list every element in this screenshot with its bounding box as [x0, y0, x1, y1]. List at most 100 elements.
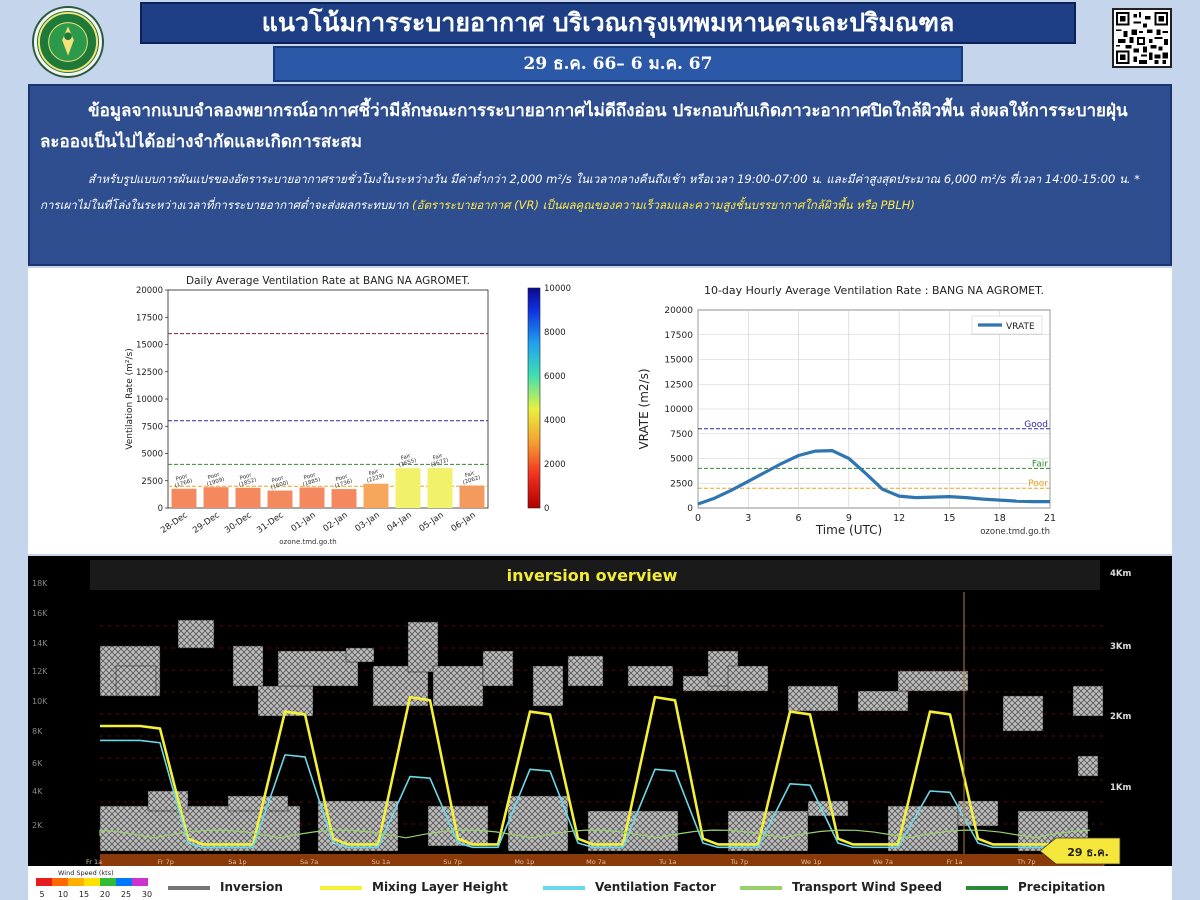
line-chart-ytick-label-7: 17500	[664, 331, 693, 341]
bar-chart-xtick-label-6: 03-Jan	[353, 510, 381, 534]
mixing-layer-height-line	[100, 695, 1094, 846]
bar-chart-ytick-label-1: 2500	[141, 477, 163, 487]
bar-data-label-0: Poor(1766)	[172, 472, 193, 489]
qr-code-icon[interactable]	[1112, 8, 1172, 68]
bar-data-label-4: Poor(1885)	[300, 471, 321, 488]
bar-data-label-3: Poor(1600)	[268, 474, 289, 491]
inversion-km-label-0: 1Km	[1110, 783, 1132, 793]
inversion-block-31	[807, 800, 849, 817]
bar-06-Jan	[459, 485, 485, 508]
inversion-block-6	[345, 647, 375, 663]
bar-chart-colorbar	[527, 287, 541, 509]
inversion-block-18	[857, 690, 909, 712]
bar-chart-ytick-label-6: 15000	[136, 341, 163, 351]
page-title: แนวโน้มการระบายอากาศ บริเวณกรุงเทพมหานคร…	[140, 2, 1076, 44]
bar-chart-ytick-label-5: 12500	[136, 368, 163, 378]
line-chart-ref-label-0: Good	[1024, 420, 1048, 430]
inversion-block-25	[227, 795, 289, 812]
line-chart-xtick-label-4: 12	[893, 513, 905, 524]
line-chart-legend-box	[971, 315, 1043, 335]
inversion-ytick-2: 6K	[32, 759, 43, 768]
inversion-time-label-11: Sa 7a	[300, 858, 318, 866]
inversion-time-label-10: Su 1a	[372, 858, 390, 866]
inversion-block-28	[507, 795, 569, 852]
department-logo	[34, 8, 102, 76]
line-chart-title: 10-day Hourly Average Ventilation Rate :…	[704, 284, 1044, 297]
bar-data-label-8: Fair(3672)	[428, 452, 449, 469]
legend-label-4: Precipitation	[1018, 880, 1105, 894]
legend-label-0: Inversion	[220, 880, 283, 894]
bar-chart-ytick-label-4: 10000	[136, 395, 163, 405]
bar-chart-ytick-label-8: 20000	[136, 286, 163, 296]
line-chart-ylabel: VRATE (m2/s)	[637, 368, 651, 449]
wind-speed-value-5: 30	[142, 890, 152, 899]
line-chart-xtick-label-7: 21	[1044, 513, 1056, 524]
bar-chart-source: ozone.tmd.go.th	[279, 538, 336, 546]
inversion-block-2	[177, 619, 215, 649]
bar-data-label-5: Poor(1736)	[332, 473, 353, 490]
bar-chart-xtick-label-8: 05-Jan	[417, 510, 445, 534]
colorbar-tick-label-1: 2000	[544, 460, 566, 470]
inversion-block-8	[407, 621, 439, 673]
inversion-block-24	[147, 790, 189, 812]
line-chart-xtick-label-3: 9	[846, 513, 852, 524]
inversion-ytick-1: 4K	[32, 787, 43, 796]
inversion-time-label-9: Su 7p	[443, 858, 462, 866]
summary-detail-text: สำหรับรูปแบบการผันแปรของอัตราระบายอากาศร…	[40, 166, 1160, 218]
bar-chart-ytick-label-3: 7500	[141, 422, 163, 432]
inversion-km-label-2: 3Km	[1110, 642, 1132, 652]
line-chart-source: ozone.tmd.go.th	[980, 527, 1050, 537]
legend-label-1: Mixing Layer Height	[372, 880, 508, 894]
inversion-title: inversion overview	[507, 566, 678, 585]
bar-chart-xtick-label-4: 01-Jan	[289, 510, 317, 534]
bar-31-Dec	[267, 490, 293, 508]
inversion-ytick-6: 14K	[32, 639, 48, 648]
wind-speed-swatch-1	[52, 878, 68, 886]
bar-03-Jan	[363, 483, 389, 508]
line-chart-ytick-label-0: 0	[687, 504, 693, 514]
line-chart-ytick-label-5: 12500	[664, 380, 693, 390]
colorbar-tick-label-3: 6000	[544, 372, 566, 382]
inversion-block-20	[1002, 695, 1044, 732]
colorbar-tick-label-0: 0	[544, 504, 549, 514]
wind-speed-value-0: 5	[39, 890, 44, 899]
bar-data-label-6: Fair(2229)	[364, 467, 385, 484]
wind-speed-legend-title: Wind Speed (kts)	[58, 869, 114, 877]
summary-panel: ข้อมูลจากแบบจำลองพยากรณ์อากาศชี้ว่ามีลัก…	[28, 84, 1172, 266]
inversion-time-label-7: Mo 7a	[586, 858, 606, 866]
inversion-block-5	[277, 650, 359, 687]
inversion-block-21	[1072, 685, 1104, 717]
wind-speed-swatch-5	[116, 878, 132, 886]
bar-chart-xtick-label-5: 02-Jan	[321, 510, 349, 534]
inversion-block-12	[567, 655, 604, 687]
inversion-time-label-12: Sa 1p	[228, 858, 246, 866]
inversion-title-band	[90, 560, 1100, 590]
bar-chart-ylabel: Ventilation Rate (m²/s)	[125, 348, 135, 449]
inversion-block-22	[1077, 755, 1099, 777]
inversion-km-label-1: 2Km	[1110, 712, 1132, 722]
inversion-time-label-2: Fr 1a	[947, 858, 963, 866]
line-chart-xtick-label-2: 6	[796, 513, 802, 524]
inversion-time-label-4: We 1p	[801, 858, 821, 866]
bar-data-label-1: Poor(1909)	[204, 471, 225, 488]
inversion-time-label-5: Tu 7p	[730, 858, 748, 866]
bar-chart-xtick-label-0: 28-Dec	[159, 510, 190, 536]
inversion-time-label-3: We 7a	[873, 858, 893, 866]
line-chart-xtick-label-6: 18	[994, 513, 1006, 524]
line-chart-xtick-label-1: 3	[745, 513, 751, 524]
line-chart-ytick-label-4: 10000	[664, 405, 693, 415]
bar-data-label-9: Fair(2062)	[460, 469, 481, 486]
legend-label-2: Ventilation Factor	[595, 880, 716, 894]
line-chart-ytick-label-6: 15000	[664, 356, 693, 366]
line-chart-ytick-label-8: 20000	[664, 306, 693, 316]
inversion-block-3	[232, 645, 264, 687]
inversion-block-10	[482, 650, 514, 687]
inversion-time-label-6: Tu 1a	[658, 858, 676, 866]
inversion-ytick-8: 18K	[32, 579, 48, 588]
inversion-block-17	[787, 685, 839, 712]
date-marker-arrow	[1039, 837, 1121, 865]
inversion-time-label-14: Fr 1a	[86, 858, 102, 866]
wind-speed-value-4: 25	[121, 890, 131, 899]
wind-speed-value-2: 15	[79, 890, 89, 899]
wind-speed-swatch-4	[100, 878, 116, 886]
